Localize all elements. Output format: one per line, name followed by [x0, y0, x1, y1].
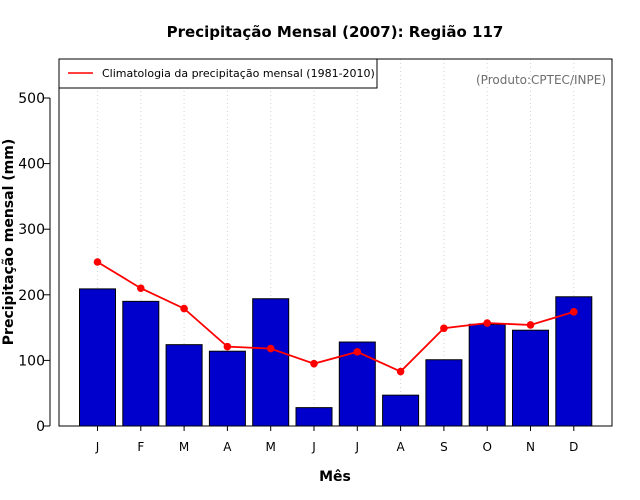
x-tick-label: N: [526, 440, 535, 454]
source-annotation: (Produto:CPTEC/INPE): [476, 73, 606, 87]
x-tick-label: M: [266, 440, 276, 454]
bar: [165, 344, 203, 427]
bar: [295, 407, 333, 427]
bar: [208, 350, 246, 427]
x-tick-label: M: [179, 440, 189, 454]
bar-series: [79, 288, 593, 427]
climatology-point: [483, 319, 492, 327]
bar: [425, 359, 463, 427]
y-tick-label: 300: [18, 222, 45, 238]
climatology-point: [310, 359, 318, 368]
climatology-point: [440, 324, 448, 333]
climatology-point: [137, 284, 145, 293]
x-tick-label: S: [440, 440, 448, 454]
y-tick-label: 400: [18, 157, 45, 173]
bar: [512, 329, 549, 427]
climatology-point: [223, 342, 232, 351]
climatology-point: [396, 367, 405, 376]
x-tick-label: D: [569, 440, 578, 454]
climatology-point: [526, 321, 535, 329]
chart-title: Precipitação Mensal (2007): Região 117: [167, 23, 504, 41]
x-tick-label: O: [482, 440, 491, 454]
bar: [79, 288, 116, 427]
x-tick-label: A: [396, 440, 405, 454]
x-axis-label: Mês: [319, 469, 351, 485]
x-tick-label: A: [223, 440, 232, 454]
y-tick-label: 500: [18, 91, 45, 107]
y-tick-label: 100: [18, 353, 45, 369]
bar: [468, 323, 506, 427]
legend-box: [58, 58, 378, 89]
climatology-point: [180, 304, 188, 313]
y-tick-label: 200: [18, 288, 45, 304]
climatology-line: [97, 261, 575, 373]
climatology-point: [93, 258, 102, 266]
climatology-point: [570, 308, 578, 316]
bar: [252, 298, 290, 427]
legend: Climatologia da precipitação mensal (198…: [58, 58, 378, 89]
x-tick-label: J: [355, 440, 360, 454]
climatology-point: [353, 348, 362, 356]
x-tick-label: J: [95, 440, 100, 454]
climatology-series: [93, 258, 578, 376]
x-tick-label: F: [137, 440, 144, 454]
y-axis: 0 100 200 300 400 500: [18, 91, 51, 435]
y-axis-label: Precipitação mensal (mm): [1, 139, 17, 345]
bar: [122, 300, 160, 427]
bar: [382, 394, 420, 427]
y-tick-label: 0: [36, 419, 45, 435]
x-tick-label: J: [311, 440, 316, 454]
climatology-point: [266, 344, 275, 353]
legend-label: Climatologia da precipitação mensal (198…: [102, 67, 375, 80]
